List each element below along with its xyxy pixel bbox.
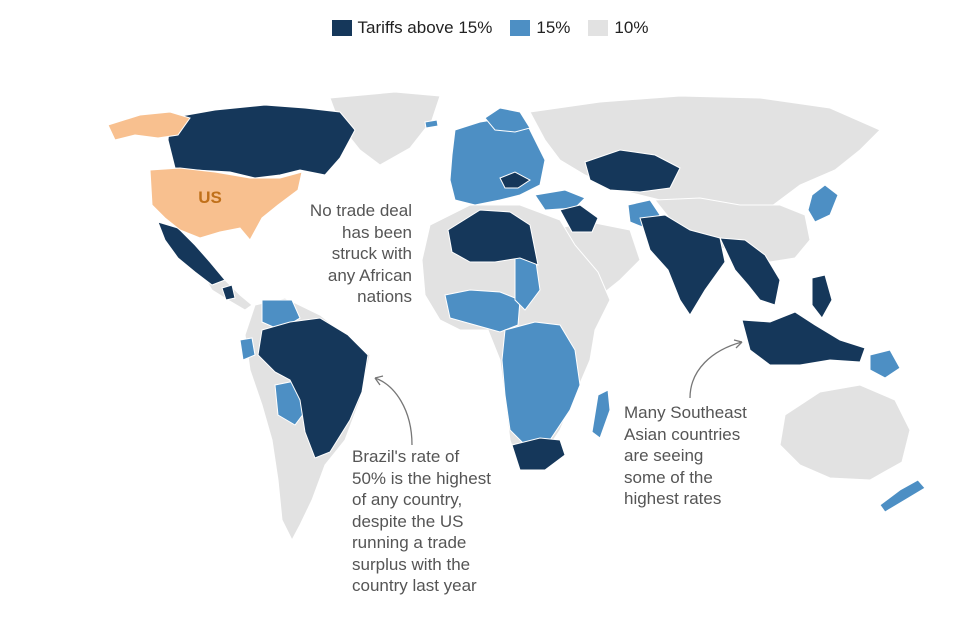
papua <box>869 349 901 379</box>
us-mainland <box>149 167 303 241</box>
annotation-brazil-line: despite the US <box>352 511 464 531</box>
indonesia-malaysia <box>741 311 866 366</box>
russia-asia <box>529 95 881 221</box>
legend-swatch-above-15 <box>331 20 352 36</box>
annotation-brazil-line: of any country, <box>352 490 463 509</box>
alaska <box>107 111 191 141</box>
europe <box>449 117 546 206</box>
legend-label-10: 10% <box>614 18 649 37</box>
west-africa <box>444 289 521 333</box>
annotation-brazil: Brazil's rate of 50% is the highest of a… <box>352 446 491 597</box>
annotation-sea-line: highest rates <box>624 489 722 508</box>
annotation-africa: No trade deal has been struck with any A… <box>300 200 412 308</box>
australia <box>779 384 911 481</box>
myanmar-thailand-vietnam <box>719 237 781 306</box>
iceland <box>424 119 439 129</box>
annotation-africa-line: has been <box>342 222 412 242</box>
annotation-sea-line: Asian countries <box>624 424 741 444</box>
balkans <box>499 171 531 189</box>
map-legend: Tariffs above 15% 15% 10% <box>0 18 980 38</box>
tariff-above-15-countries <box>157 104 866 471</box>
annotation-brazil-line: Brazil's rate of <box>352 447 460 466</box>
north-africa <box>447 209 539 266</box>
legend-swatch-10 <box>588 20 609 36</box>
nicaragua <box>221 284 236 301</box>
syria-iraq <box>559 204 599 233</box>
central-southern-africa <box>501 321 581 446</box>
annotation-africa-line: struck with <box>331 244 412 263</box>
annotation-africa-line: No trade deal <box>309 201 412 220</box>
annotation-sea-line: Many Southeast <box>624 403 747 422</box>
brazil-annotation-arrow <box>374 377 413 446</box>
annotation-brazil-line: running a trade <box>352 533 467 552</box>
canada <box>167 104 356 179</box>
japan <box>807 184 839 223</box>
annotation-africa-line: any African <box>327 265 412 285</box>
annotation-sea-line: are seeing <box>624 446 704 465</box>
annotation-brazil-line: 50% is the highest <box>352 468 491 488</box>
annotation-brazil-line: country last year <box>352 576 477 595</box>
legend-swatch-15 <box>510 20 531 36</box>
brazil-arrow-head <box>374 375 384 386</box>
madagascar <box>591 389 611 439</box>
legend-item-above-15: Tariffs above 15% <box>331 18 493 38</box>
us-label: US <box>198 188 222 207</box>
annotation-africa-line: nations <box>357 287 412 306</box>
scandinavia <box>484 107 531 133</box>
annotation-sea-line: some of the <box>624 467 713 487</box>
turkey <box>534 189 586 211</box>
legend-label-15: 15% <box>536 18 571 37</box>
india-pakistan <box>639 214 726 316</box>
legend-label-above-15: Tariffs above 15% <box>357 18 493 37</box>
new-zealand <box>879 479 926 513</box>
sea-arrow-head <box>733 339 743 349</box>
legend-item-10: 10% <box>588 18 648 38</box>
united-states: US <box>107 111 303 241</box>
philippines <box>811 274 833 319</box>
annotation-southeast-asia: Many Southeast Asian countries are seein… <box>624 402 747 510</box>
annotation-brazil-line: surplus with the <box>352 554 471 574</box>
kazakhstan <box>584 149 681 193</box>
sea-annotation-arrow <box>689 341 743 399</box>
mexico <box>157 221 226 286</box>
brazil <box>257 317 369 459</box>
south-africa <box>511 437 566 471</box>
ecuador <box>239 337 256 361</box>
legend-item-15: 15% <box>510 18 570 38</box>
